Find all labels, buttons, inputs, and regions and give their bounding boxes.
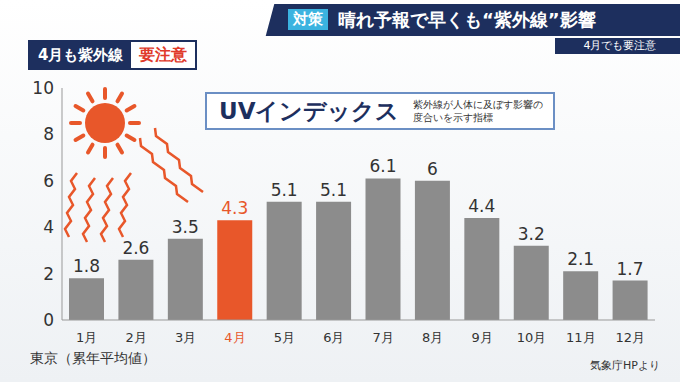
html-text:気象庁HPより: 気象庁HPより — [590, 359, 660, 372]
svg-text:6: 6 — [43, 171, 54, 191]
svg-text:8月: 8月 — [422, 330, 443, 345]
svg-text:10: 10 — [32, 78, 54, 98]
svg-text:3月: 3月 — [175, 330, 196, 345]
svg-text:6月: 6月 — [323, 330, 344, 345]
svg-text:2.1: 2.1 — [567, 249, 594, 269]
svg-text:4.3: 4.3 — [221, 198, 248, 218]
svg-text:1月: 1月 — [76, 330, 97, 345]
svg-text:2: 2 — [43, 264, 54, 284]
html-text:4月も紫外線: 4月も紫外線 — [38, 46, 124, 64]
svg-text:10月: 10月 — [517, 330, 547, 345]
svg-text:6.1: 6.1 — [369, 156, 396, 176]
html-text:紫外線が人体に及ぼす影響の度合いを示す指標: 紫外線が人体に及ぼす影響の度合いを示す指標 — [413, 99, 544, 123]
html-text:東京（累年平均値）: 東京（累年平均値） — [30, 350, 156, 366]
svg-text:4月: 4月 — [224, 330, 245, 345]
svg-text:6: 6 — [427, 159, 438, 179]
svg-text:11月: 11月 — [566, 330, 596, 345]
html-text:4月でも要注意: 4月でも要注意 — [583, 39, 657, 52]
svg-text:1.8: 1.8 — [73, 256, 100, 276]
svg-text:0: 0 — [43, 310, 54, 330]
svg-text:8: 8 — [43, 124, 54, 144]
svg-text:4.4: 4.4 — [468, 196, 495, 216]
html-text:要注意: 要注意 — [139, 45, 188, 64]
svg-text:5月: 5月 — [274, 330, 295, 345]
svg-text:5.1: 5.1 — [320, 180, 347, 200]
html-text:対策: 対策 — [293, 10, 323, 28]
svg-text:4: 4 — [43, 217, 54, 237]
html-text:UVインデックス: UVインデックス — [219, 97, 400, 124]
svg-text:9月: 9月 — [471, 330, 492, 345]
svg-text:7月: 7月 — [373, 330, 394, 345]
html-text:晴れ予報で早くも“紫外線”影響: 晴れ予報で早くも“紫外線”影響 — [338, 9, 596, 30]
svg-text:2.6: 2.6 — [122, 238, 149, 258]
svg-text:2月: 2月 — [125, 330, 146, 345]
svg-text:12月: 12月 — [616, 330, 646, 345]
svg-text:3.2: 3.2 — [518, 224, 545, 244]
svg-text:1.7: 1.7 — [617, 259, 644, 279]
svg-text:5.1: 5.1 — [271, 180, 298, 200]
svg-text:3.5: 3.5 — [172, 217, 199, 237]
